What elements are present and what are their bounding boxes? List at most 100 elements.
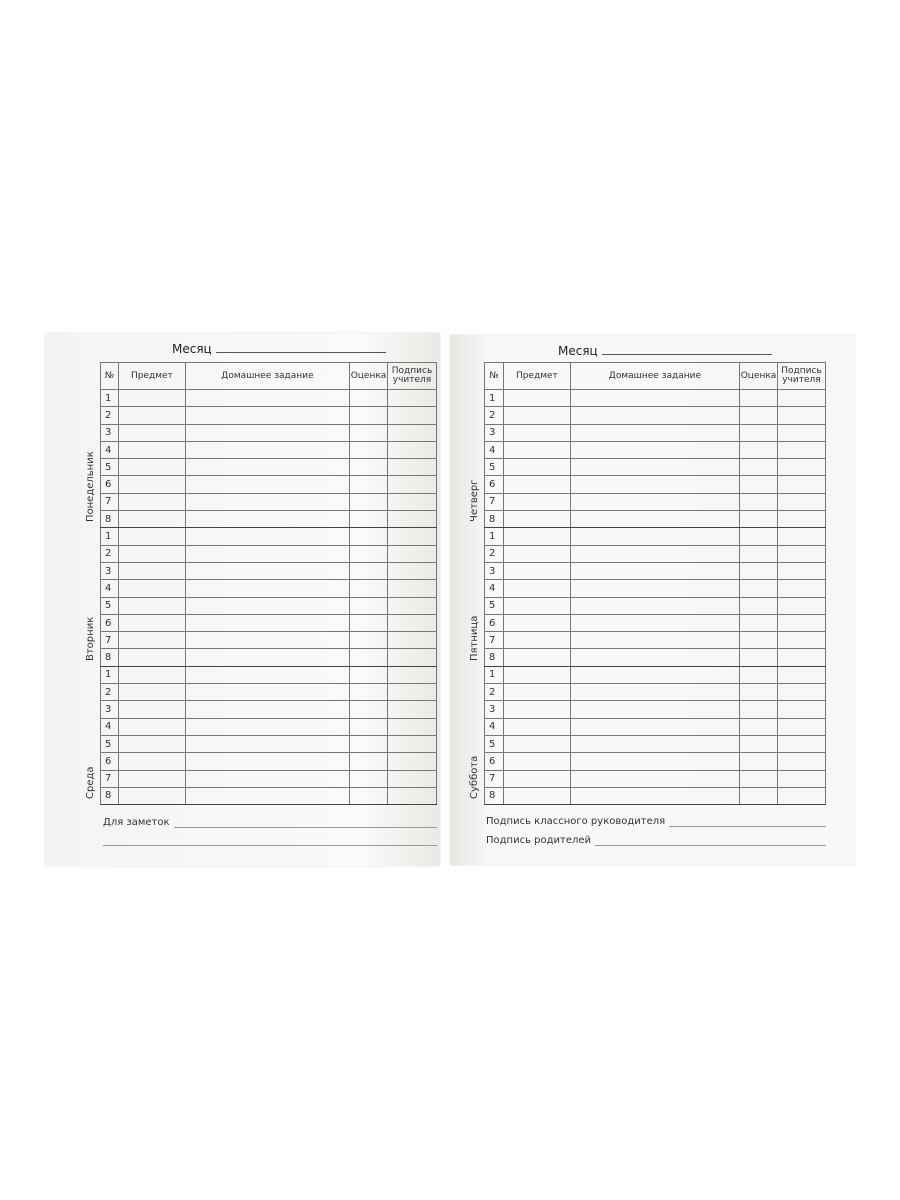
teacher-signature-cell[interactable]: [387, 752, 437, 771]
subject-cell[interactable]: [502, 475, 571, 494]
grade-cell[interactable]: [349, 683, 389, 702]
teacher-signature-cell[interactable]: [387, 648, 437, 667]
homework-cell[interactable]: [184, 561, 351, 581]
homework-cell[interactable]: [184, 527, 351, 546]
homework-cell[interactable]: [569, 717, 741, 736]
grade-cell[interactable]: [739, 752, 779, 771]
teacher-signature-cell[interactable]: [387, 665, 437, 685]
subject-cell[interactable]: [502, 596, 571, 615]
homework-cell[interactable]: [569, 475, 741, 494]
teacher-signature-cell[interactable]: [777, 665, 826, 685]
class-teacher-signature-field[interactable]: Подпись классного руководителя: [486, 816, 826, 827]
teacher-signature-cell[interactable]: [777, 683, 826, 702]
teacher-signature-cell[interactable]: [777, 527, 826, 546]
teacher-signature-cell[interactable]: [777, 752, 826, 771]
teacher-signature-cell[interactable]: [387, 492, 437, 512]
subject-cell[interactable]: [117, 734, 186, 754]
homework-cell[interactable]: [184, 717, 351, 736]
teacher-signature-cell[interactable]: [387, 613, 437, 633]
homework-cell[interactable]: [569, 440, 741, 460]
homework-cell[interactable]: [184, 752, 351, 771]
grade-cell[interactable]: [349, 544, 389, 563]
subject-cell[interactable]: [117, 613, 186, 633]
subject-cell[interactable]: [117, 683, 186, 702]
grade-cell[interactable]: [739, 423, 779, 442]
homework-cell[interactable]: [184, 579, 351, 598]
teacher-signature-cell[interactable]: [387, 700, 437, 719]
subject-cell[interactable]: [502, 423, 571, 442]
subject-cell[interactable]: [502, 458, 571, 477]
grade-cell[interactable]: [349, 527, 389, 546]
teacher-signature-cell[interactable]: [777, 492, 826, 512]
subject-cell[interactable]: [117, 492, 186, 512]
subject-cell[interactable]: [117, 752, 186, 771]
left-month-field[interactable]: Месяц: [172, 342, 386, 356]
teacher-signature-cell[interactable]: [777, 596, 826, 615]
grade-cell[interactable]: [739, 683, 779, 702]
teacher-signature-cell[interactable]: [387, 786, 437, 806]
homework-cell[interactable]: [569, 631, 741, 650]
teacher-signature-cell[interactable]: [387, 769, 437, 788]
teacher-signature-cell[interactable]: [777, 631, 826, 650]
subject-cell[interactable]: [502, 527, 571, 546]
grade-cell[interactable]: [739, 596, 779, 615]
subject-cell[interactable]: [502, 579, 571, 598]
homework-cell[interactable]: [184, 440, 351, 460]
grade-cell[interactable]: [349, 475, 389, 494]
subject-cell[interactable]: [117, 458, 186, 477]
teacher-signature-cell[interactable]: [777, 700, 826, 719]
teacher-signature-cell[interactable]: [387, 631, 437, 650]
grade-cell[interactable]: [349, 440, 389, 460]
grade-cell[interactable]: [739, 527, 779, 546]
teacher-signature-cell[interactable]: [777, 561, 826, 581]
grade-cell[interactable]: [739, 579, 779, 598]
grade-cell[interactable]: [349, 752, 389, 771]
teacher-signature-cell[interactable]: [387, 561, 437, 581]
grade-cell[interactable]: [349, 700, 389, 719]
teacher-signature-cell[interactable]: [777, 648, 826, 667]
teacher-signature-cell[interactable]: [777, 786, 826, 806]
grade-cell[interactable]: [349, 734, 389, 754]
subject-cell[interactable]: [117, 423, 186, 442]
grade-cell[interactable]: [349, 458, 389, 477]
subject-cell[interactable]: [502, 544, 571, 563]
teacher-signature-cell[interactable]: [777, 734, 826, 754]
homework-cell[interactable]: [569, 786, 741, 806]
grade-cell[interactable]: [349, 579, 389, 598]
subject-cell[interactable]: [502, 631, 571, 650]
homework-cell[interactable]: [184, 613, 351, 633]
teacher-signature-cell[interactable]: [387, 406, 437, 425]
teacher-signature-cell[interactable]: [387, 423, 437, 442]
homework-cell[interactable]: [184, 423, 351, 442]
homework-cell[interactable]: [184, 492, 351, 512]
grade-cell[interactable]: [739, 440, 779, 460]
grade-cell[interactable]: [349, 648, 389, 667]
subject-cell[interactable]: [117, 388, 186, 408]
notes-line[interactable]: [103, 845, 437, 846]
teacher-signature-cell[interactable]: [387, 527, 437, 546]
subject-cell[interactable]: [502, 492, 571, 512]
teacher-signature-cell[interactable]: [387, 440, 437, 460]
teacher-signature-cell[interactable]: [777, 717, 826, 736]
subject-cell[interactable]: [117, 544, 186, 563]
teacher-signature-cell[interactable]: [777, 544, 826, 563]
homework-cell[interactable]: [569, 527, 741, 546]
grade-cell[interactable]: [739, 717, 779, 736]
homework-cell[interactable]: [569, 561, 741, 581]
teacher-signature-cell[interactable]: [387, 596, 437, 615]
grade-cell[interactable]: [739, 544, 779, 563]
subject-cell[interactable]: [117, 510, 186, 529]
teacher-signature-cell[interactable]: [387, 734, 437, 754]
homework-cell[interactable]: [569, 648, 741, 667]
subject-cell[interactable]: [117, 665, 186, 685]
grade-cell[interactable]: [349, 510, 389, 529]
teacher-signature-cell[interactable]: [777, 510, 826, 529]
subject-cell[interactable]: [117, 406, 186, 425]
subject-cell[interactable]: [502, 752, 571, 771]
homework-cell[interactable]: [184, 388, 351, 408]
homework-cell[interactable]: [569, 544, 741, 563]
grade-cell[interactable]: [739, 631, 779, 650]
grade-cell[interactable]: [349, 388, 389, 408]
subject-cell[interactable]: [117, 561, 186, 581]
teacher-signature-cell[interactable]: [777, 440, 826, 460]
